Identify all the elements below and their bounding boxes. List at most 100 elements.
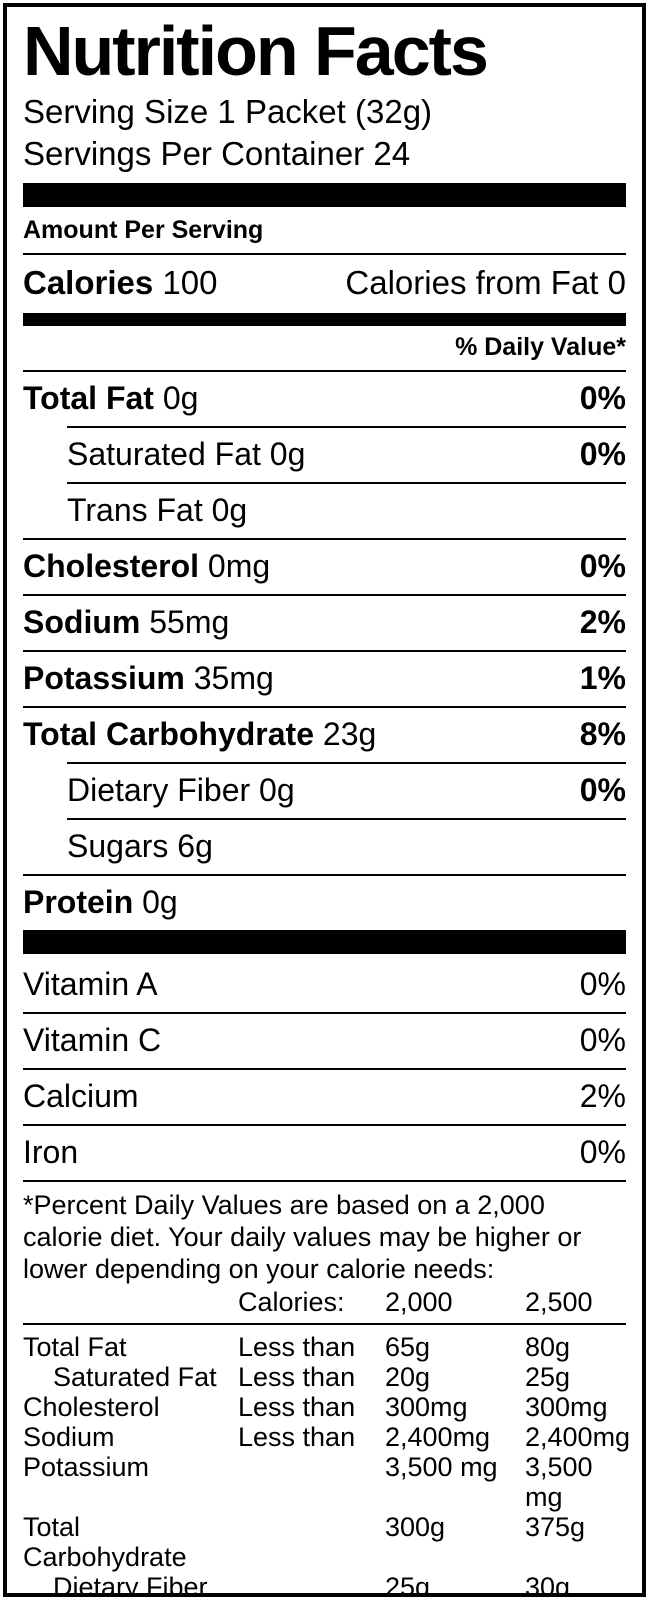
medium-divider-bar (23, 313, 626, 326)
thick-divider-bar-top (23, 183, 626, 207)
vitamin-row-vitamin-a: Vitamin A 0% (23, 958, 626, 1012)
nutrient-row-sugars: Sugars 6g (67, 818, 626, 874)
calories-label: Calories (23, 264, 154, 301)
nutrient-dv: 0% (579, 436, 626, 472)
nutrient-amount: 23g (322, 716, 377, 752)
nutrient-name-amount: Protein 0g (23, 885, 178, 919)
vitamin-dv: 2% (579, 1078, 626, 1114)
dv-row-2000: 300g (385, 1512, 446, 1542)
nutrient-name: Sugars (67, 828, 169, 864)
dv-row-potassium: Potassium 3,500 mg 3,500 mg (23, 1452, 626, 1512)
nutrient-amount: 35mg (193, 660, 274, 696)
dv-header-spacer (23, 1287, 238, 1317)
dv-header-calories: Calories: (238, 1287, 345, 1317)
calories-from-fat: Calories from Fat 0 (345, 264, 626, 301)
dv-row-2500: 2,400mg (525, 1422, 631, 1452)
vitamin-name: Calcium (23, 1078, 139, 1114)
dv-row-qualifier: Less than (238, 1422, 356, 1452)
nutrient-name-amount: Cholesterol 0mg (23, 549, 270, 583)
calories-row: Calories 100 Calories from Fat 0 (23, 253, 626, 313)
dv-row-name: Cholesterol (23, 1392, 160, 1422)
nutrient-dv: 2% (579, 604, 626, 640)
vitamin-name: Vitamin C (23, 1022, 162, 1058)
vitamin-name: Iron (23, 1134, 79, 1170)
nutrient-name: Dietary Fiber (67, 772, 251, 808)
dv-row-total-fat: Total Fat Less than 65g 80g (23, 1332, 626, 1362)
dv-row-2500: 3,500 mg (525, 1452, 593, 1512)
nutrient-amount: 0g (211, 492, 248, 528)
nutrient-row-protein: Protein 0g (23, 874, 626, 930)
nutrient-amount: 0g (269, 436, 306, 472)
dv-row-qualifier: Less than (238, 1332, 356, 1362)
daily-values-table: Calories: 2,000 2,500 Total Fat Less tha… (23, 1287, 630, 1597)
label-title: Nutrition Facts (23, 12, 489, 90)
vitamin-dv: 0% (579, 1134, 626, 1170)
dv-row-2000: 65g (385, 1332, 431, 1362)
amount-per-serving-heading: Amount Per Serving (23, 216, 264, 244)
nutrient-name-amount: Potassium 35mg (23, 661, 274, 695)
nutrient-row-total-fat: Total Fat 0g 0% (23, 370, 626, 426)
dv-row-cholesterol: Cholesterol Less than 300mg 300mg (23, 1392, 626, 1422)
calories-number: 100 (162, 264, 218, 301)
dv-row-saturated-fat: Saturated Fat Less than 20g 25g (23, 1362, 626, 1392)
nutrient-name: Total Fat (23, 380, 154, 416)
dv-row-name: Potassium (23, 1452, 150, 1482)
calories-value: Calories 100 (23, 264, 217, 302)
nutrient-amount: 0g (162, 380, 199, 416)
nutrient-name-amount: Dietary Fiber 0g (67, 773, 295, 807)
nutrient-dv: 0% (579, 772, 626, 808)
dv-row-2000: 3,500 mg (385, 1452, 498, 1482)
dv-table-body: Total Fat Less than 65g 80g Saturated Fa… (23, 1323, 630, 1597)
dv-row-qualifier (238, 1512, 385, 1572)
dv-header-2000: 2,000 (385, 1287, 453, 1317)
label-border-box: Nutrition Facts Serving Size 1 Packet (3… (3, 3, 646, 1597)
dv-row-2000: 20g (385, 1362, 431, 1392)
dv-row-2000: 300mg (385, 1392, 468, 1422)
serving-size: Serving Size 1 Packet (32g) (23, 93, 433, 130)
nutrient-dv: 8% (579, 716, 626, 752)
thick-divider-bar-vitamins (23, 930, 626, 954)
nutrient-row-dietary-fiber: Dietary Fiber 0g 0% (67, 762, 626, 818)
vitamin-dv: 0% (579, 966, 626, 1002)
vitamin-row-iron: Iron 0% (23, 1124, 626, 1180)
dv-row-name: Dietary Fiber (53, 1572, 208, 1597)
vitamin-name: Vitamin A (23, 966, 158, 1002)
nutrient-name-amount: Sodium 55mg (23, 605, 229, 639)
dv-row-name: Saturated Fat (53, 1362, 217, 1392)
dv-row-2500: 375g (525, 1512, 586, 1542)
nutrient-name: Trans Fat (67, 492, 203, 528)
nutrient-amount: 6g (177, 828, 213, 864)
nutrient-amount: 0g (142, 884, 178, 920)
nutrient-name-amount: Total Fat 0g (23, 381, 198, 415)
nutrient-name: Total Carbohydrate (23, 716, 314, 752)
dv-row-sodium: Sodium Less than 2,400mg 2,400mg (23, 1422, 630, 1452)
nutrient-row-sodium: Sodium 55mg 2% (23, 594, 626, 650)
dv-row-dietary-fiber: Dietary Fiber 25g 30g (23, 1572, 626, 1597)
dv-row-qualifier (238, 1452, 385, 1512)
dv-row-name: Total Carbohydrate (23, 1512, 187, 1572)
dv-row-qualifier: Less than (238, 1392, 356, 1422)
vitamin-row-calcium: Calcium 2% (23, 1068, 626, 1124)
daily-value-header: % Daily Value* (455, 333, 626, 361)
nutrient-name: Sodium (23, 604, 141, 640)
nutrient-dv: 0% (579, 548, 626, 584)
vitamin-row-vitamin-c: Vitamin C 0% (23, 1012, 626, 1068)
dv-row-qualifier (238, 1572, 385, 1593)
dv-row-total-carbohydrate: Total Carbohydrate 300g 375g (23, 1512, 626, 1572)
dv-row-qualifier: Less than (238, 1362, 356, 1392)
nutrient-name: Saturated Fat (67, 436, 261, 472)
dv-row-2500: 30g (525, 1572, 571, 1597)
nutrient-dv: 1% (579, 660, 626, 696)
nutrient-name-amount: Trans Fat 0g (67, 493, 247, 527)
nutrient-name: Protein (23, 884, 134, 920)
nutrient-dv: 0% (579, 380, 626, 416)
vitamin-dv: 0% (579, 1022, 626, 1058)
nutrient-name: Potassium (23, 660, 185, 696)
nutrient-row-potassium: Potassium 35mg 1% (23, 650, 626, 706)
servings-per-container: Servings Per Container 24 (23, 135, 411, 172)
nutrient-row-cholesterol: Cholesterol 0mg 0% (23, 538, 626, 594)
nutrient-amount: 0mg (207, 548, 271, 584)
dv-row-2500: 80g (525, 1332, 571, 1362)
nutrient-amount: 0g (259, 772, 295, 808)
dv-table-header: Calories: 2,000 2,500 (23, 1287, 626, 1317)
